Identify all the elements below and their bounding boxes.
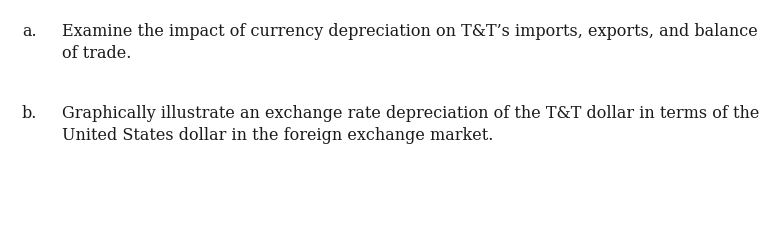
Text: b.: b. — [22, 105, 37, 122]
Text: of trade.: of trade. — [62, 45, 132, 62]
Text: Graphically illustrate an exchange rate depreciation of the T&T dollar in terms : Graphically illustrate an exchange rate … — [62, 105, 760, 122]
Text: a.: a. — [22, 23, 37, 40]
Text: Examine the impact of currency depreciation on T&T’s imports, exports, and balan: Examine the impact of currency depreciat… — [62, 23, 758, 40]
Text: United States dollar in the foreign exchange market.: United States dollar in the foreign exch… — [62, 127, 493, 144]
